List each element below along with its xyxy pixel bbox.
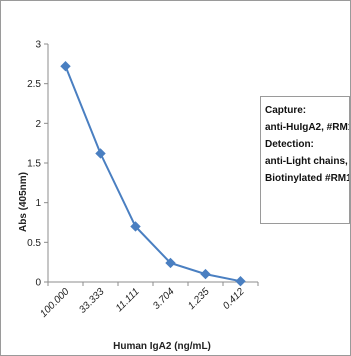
x-axis: 100.000 33.333 11.111 3.704 1.235 0.412 (38, 281, 259, 320)
y-tick-label: 0 (35, 278, 41, 289)
data-point (200, 268, 211, 280)
y-tick-label: 1.5 (27, 159, 41, 170)
y-axis-title: Abs (405nm) (18, 172, 29, 232)
y-tick-label: 3 (35, 40, 41, 51)
x-tick-label: 33.333 (77, 286, 107, 316)
data-point (235, 275, 246, 287)
y-axis: 0 0.5 1 1.5 2 2.5 3 (27, 40, 49, 289)
series-line (64, 65, 241, 283)
annotation-line: Biotinylated #RM129. (265, 173, 349, 184)
data-series (60, 61, 246, 287)
annotation-line: anti-Light chains, (265, 156, 348, 167)
x-tick-label: 11.111 (114, 286, 142, 314)
y-tick-label: 2 (35, 119, 41, 130)
annotation-line: Capture: (265, 105, 307, 116)
annotation-line: Detection: (265, 139, 314, 150)
annotation-line: anti-HuIgA2, #RM125; (265, 122, 349, 133)
y-tick-label: 2.5 (27, 79, 41, 90)
y-tick-label: 0.5 (27, 238, 41, 249)
y-tick-label: 1 (35, 198, 41, 209)
x-axis-title: Human IgA2 (ng/mL) (113, 341, 211, 352)
data-point (130, 221, 141, 232)
x-tick-label: 100.000 (38, 286, 72, 320)
x-tick-label: 3.704 (151, 286, 177, 312)
x-tick-label: 0.412 (221, 286, 247, 312)
data-point (95, 148, 106, 159)
data-point (165, 257, 176, 269)
data-point (60, 61, 71, 72)
x-tick-label: 1.235 (186, 286, 212, 312)
assay-annotation-box: Capture: anti-HuIgA2, #RM125; Detection:… (260, 96, 350, 224)
